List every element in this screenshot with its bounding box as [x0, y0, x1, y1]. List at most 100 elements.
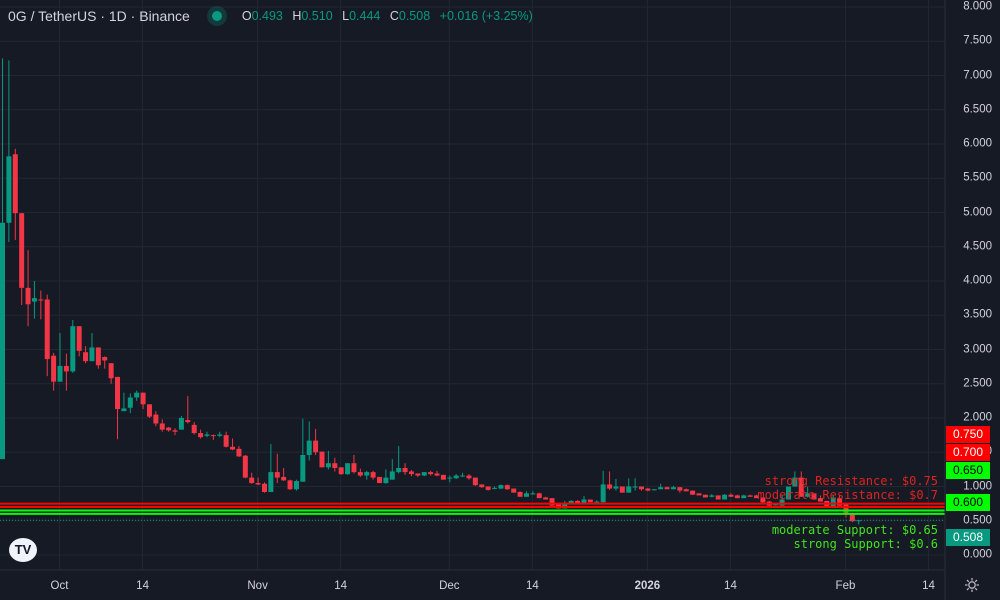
- candle-body: [587, 499, 593, 503]
- candle: [805, 486, 811, 498]
- price-tick-label: 4.500: [963, 240, 992, 253]
- high-value: 0.510: [301, 9, 333, 23]
- candle: [63, 353, 69, 391]
- candle: [19, 213, 25, 305]
- candle-body: [242, 455, 248, 478]
- candle: [83, 346, 89, 364]
- candle: [817, 495, 823, 502]
- candle: [498, 484, 504, 490]
- level-price-tag: 0.700: [946, 444, 990, 461]
- candle-body: [230, 446, 236, 450]
- candle: [172, 428, 178, 436]
- candle: [25, 250, 31, 327]
- candle: [830, 494, 836, 508]
- candle: [651, 489, 657, 491]
- candle: [198, 429, 204, 439]
- candle: [89, 333, 95, 362]
- change-value: +0.016 (+3.25%): [439, 9, 533, 23]
- candle-body: [268, 472, 274, 492]
- candle-body: [722, 494, 728, 500]
- settings-gear-icon[interactable]: [964, 577, 980, 593]
- candle: [313, 428, 319, 455]
- candle-body: [172, 430, 178, 432]
- candle: [230, 438, 236, 451]
- candle-body: [159, 423, 165, 430]
- candle: [287, 479, 293, 490]
- candle: [709, 494, 715, 498]
- candle-body: [255, 483, 261, 485]
- candle-body: [568, 500, 574, 504]
- price-tick-label: 3.500: [963, 308, 992, 321]
- candle-body: [51, 355, 57, 382]
- candle-body: [428, 472, 434, 475]
- candle: [325, 450, 331, 470]
- candle: [293, 479, 299, 491]
- candle-body: [127, 397, 133, 408]
- candle: [402, 463, 408, 475]
- candle: [428, 470, 434, 476]
- candle-body: [408, 471, 414, 475]
- low-value: 0.444: [349, 9, 381, 23]
- candle: [460, 472, 466, 477]
- candle-body: [632, 486, 638, 488]
- candle: [581, 496, 587, 504]
- candle-body: [115, 376, 121, 410]
- chart-legend: 0G / TetherUS · 1D · Binance O0.493 H0.5…: [8, 6, 539, 26]
- candle: [492, 486, 498, 490]
- candle-body: [351, 463, 357, 473]
- candle: [696, 493, 702, 496]
- candle-body: [530, 493, 536, 495]
- candle-body: [300, 454, 306, 482]
- candle-body: [306, 440, 312, 455]
- candle-body: [402, 468, 408, 473]
- time-tick-label: 14: [136, 580, 149, 592]
- candle-body: [849, 513, 855, 522]
- candle-body: [581, 499, 587, 504]
- candle: [383, 469, 389, 484]
- candle-body: [57, 365, 63, 382]
- level-label: moderate Resistance: $0.7: [757, 488, 938, 502]
- tradingview-logo[interactable]: TV: [9, 538, 37, 562]
- candle-body: [511, 488, 517, 493]
- candle: [140, 392, 146, 410]
- candle-body: [523, 493, 529, 497]
- candle-body: [70, 326, 76, 372]
- time-tick-label: 14: [525, 580, 539, 592]
- candle: [607, 471, 613, 490]
- price-tick-label: 3.000: [963, 343, 992, 355]
- candle-body: [575, 500, 581, 504]
- candle-body: [645, 488, 651, 491]
- market-status-icon[interactable]: [211, 11, 222, 21]
- candle-body: [396, 468, 402, 473]
- symbol-title[interactable]: 0G / TetherUS · 1D · Binance: [8, 8, 190, 24]
- candle-body: [562, 503, 568, 509]
- candle-body: [811, 493, 817, 500]
- candle-body: [377, 476, 383, 484]
- candle-body: [453, 475, 459, 479]
- candle: [504, 484, 510, 490]
- candle-body: [421, 472, 427, 476]
- candle-body: [696, 493, 702, 496]
- candle: [345, 463, 351, 475]
- candle: [115, 376, 121, 440]
- candle-body: [95, 347, 101, 366]
- candle: [722, 494, 728, 500]
- price-tick-label: 2.500: [963, 377, 992, 390]
- candle: [121, 392, 127, 412]
- candle: [785, 486, 791, 500]
- price-tick-label: 0.500: [963, 514, 992, 527]
- candle: [255, 477, 261, 486]
- candle-body: [485, 486, 491, 490]
- candle-body: [517, 491, 523, 497]
- candle: [236, 446, 242, 458]
- candle: [76, 326, 82, 357]
- candle: [664, 486, 670, 490]
- candle: [338, 467, 344, 475]
- candle-body: [434, 473, 440, 476]
- candle-body: [543, 497, 549, 500]
- price-tick-label: 0.000: [963, 548, 992, 561]
- candle: [185, 396, 191, 424]
- candle: [51, 352, 57, 391]
- candle: [856, 520, 862, 525]
